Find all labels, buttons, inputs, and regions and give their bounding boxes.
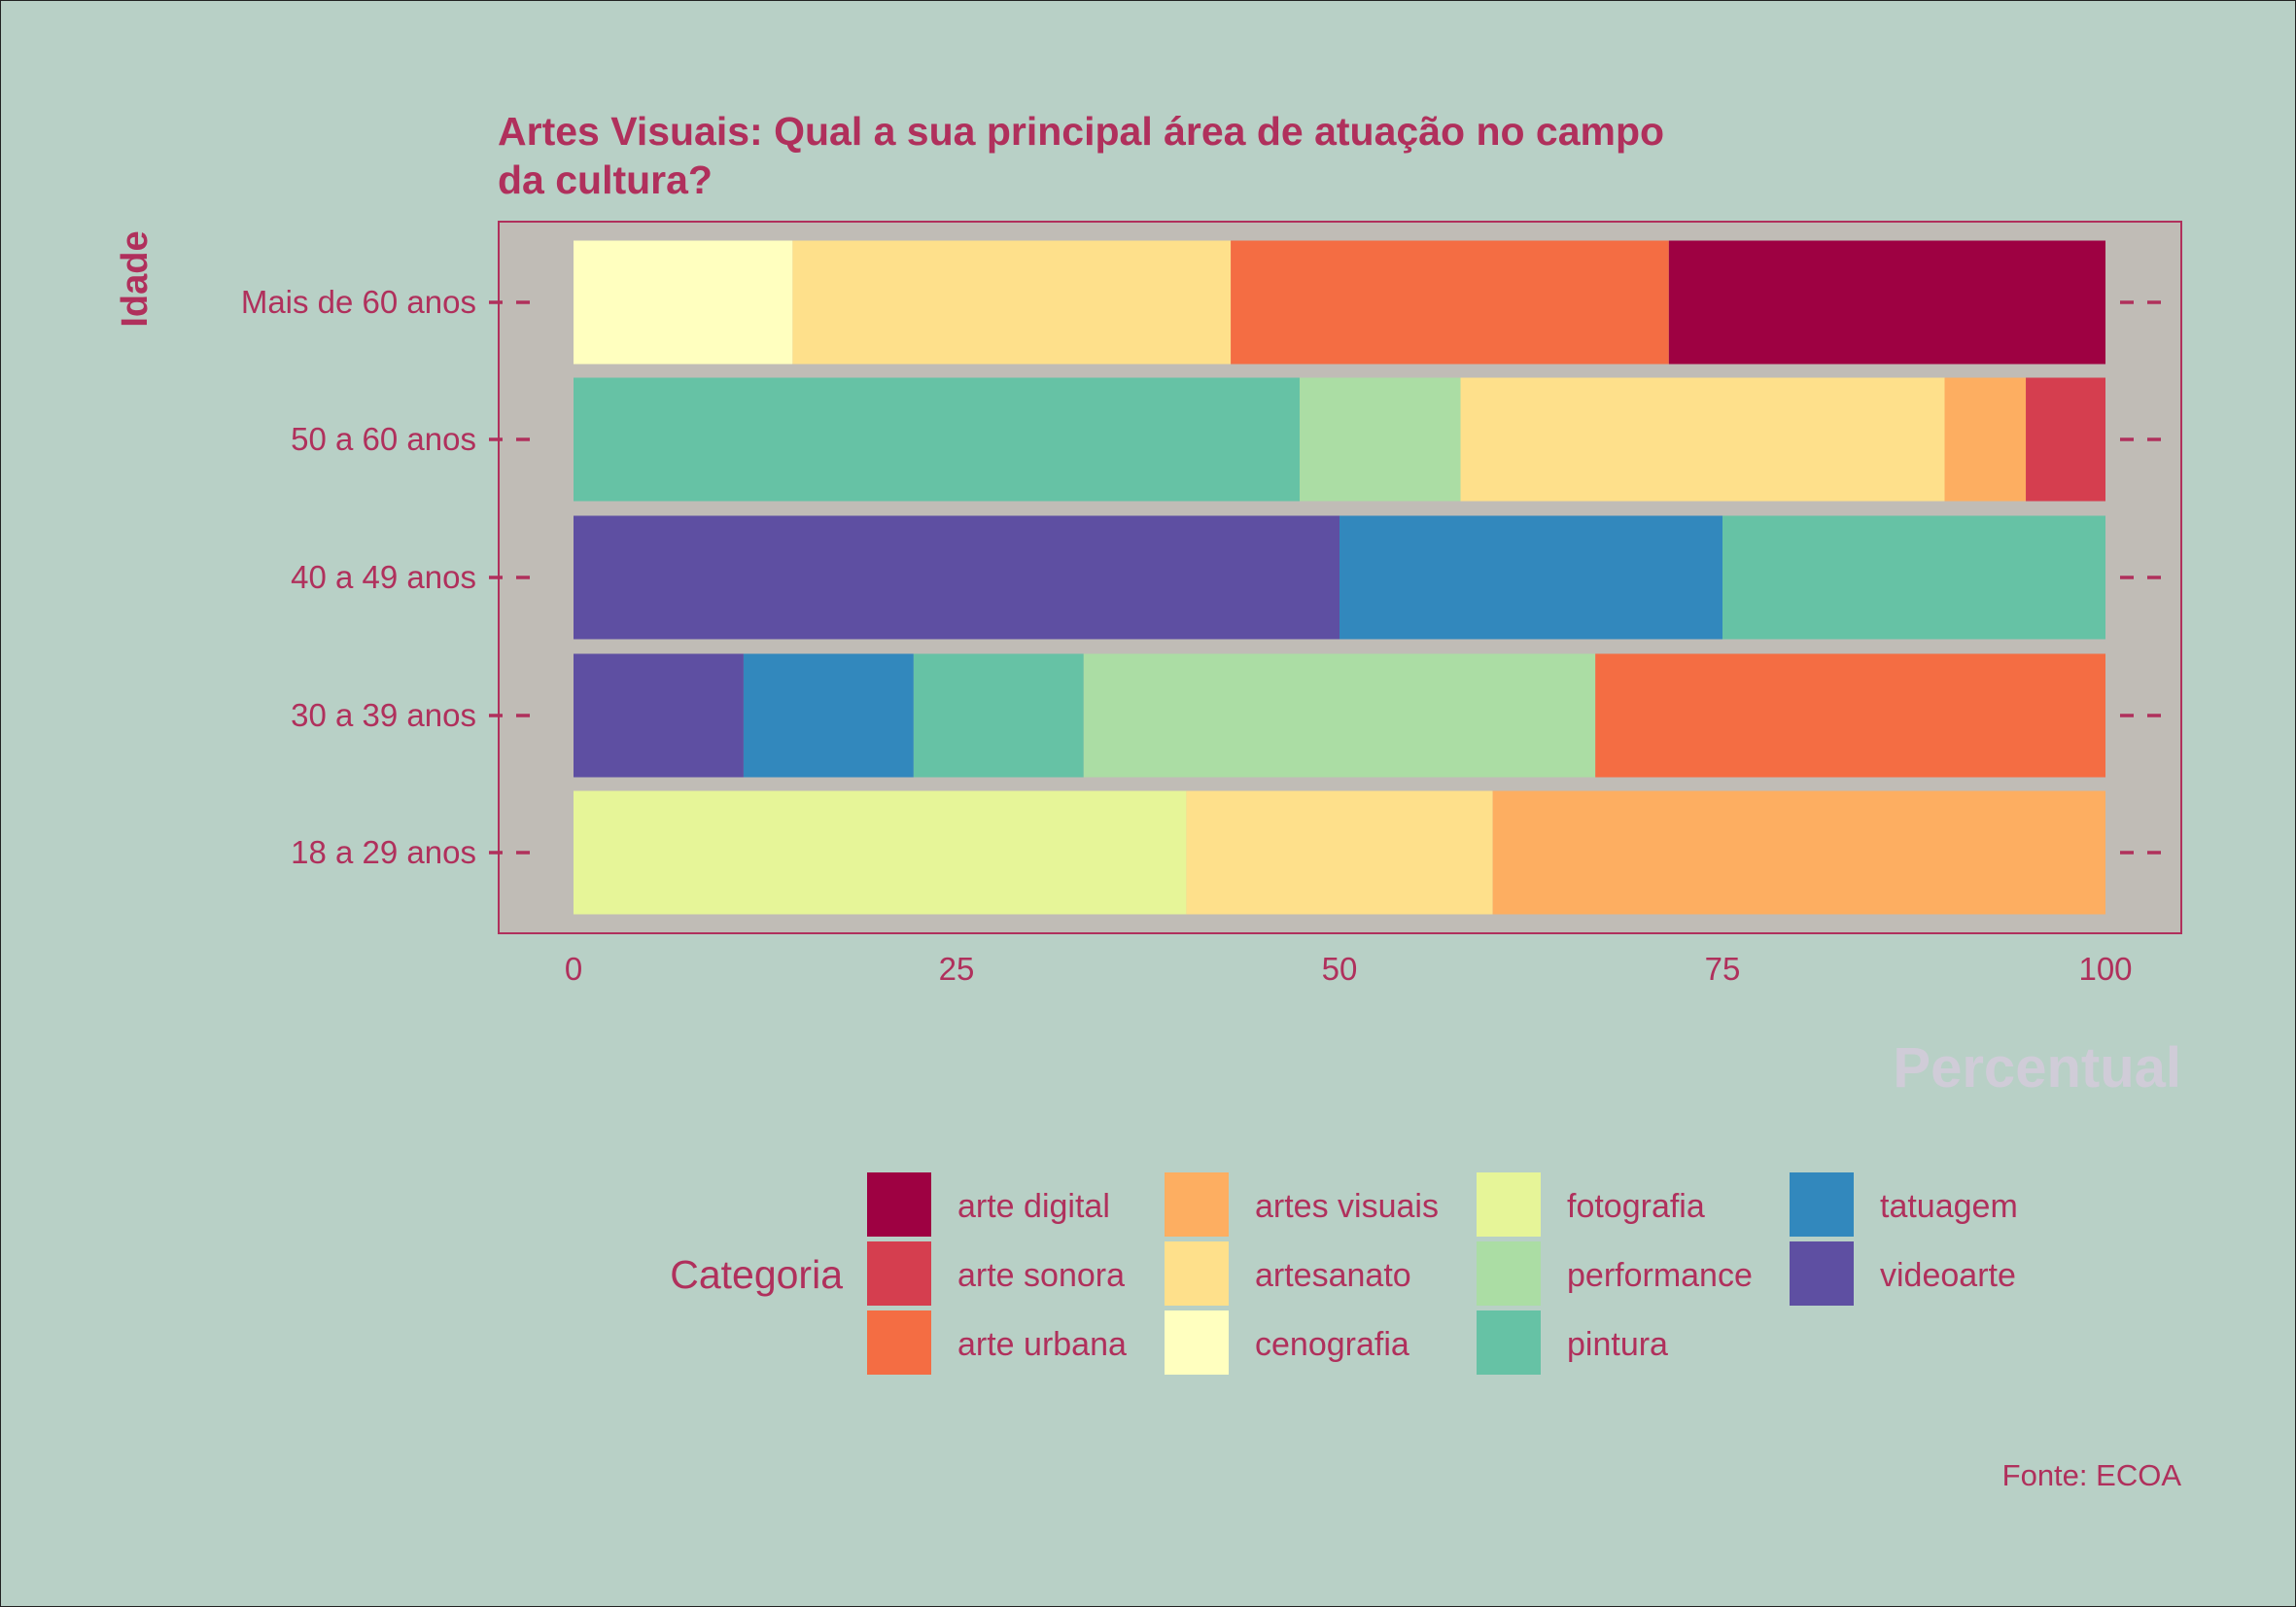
x-axis-label: Percentual [1893, 1036, 2181, 1100]
chart-caption: Fonte: ECOA [2002, 1458, 2182, 1492]
y-axis-label: Idade [115, 230, 156, 327]
bar-segment [574, 377, 1301, 502]
x-tick-label: 25 [939, 951, 975, 987]
y-tick-label: 50 a 60 anos [291, 421, 476, 457]
bar-segment [1460, 377, 1945, 502]
bar-segment [574, 240, 793, 365]
bar-segment [1339, 515, 1722, 640]
bar-segment [1944, 377, 2027, 502]
legend-swatch [1477, 1241, 1541, 1306]
y-tick-label: 18 a 29 anos [291, 834, 476, 870]
bar-segment [1083, 653, 1596, 778]
legend-label: pintura [1567, 1326, 1668, 1363]
bar-segment [1186, 790, 1493, 915]
legend-label: arte digital [957, 1188, 1110, 1225]
bar-segment [1231, 240, 1669, 365]
bar-segment [792, 240, 1232, 365]
legend-label: artes visuais [1255, 1188, 1439, 1225]
x-tick-label: 50 [1322, 951, 1358, 987]
legend-swatch [1165, 1172, 1229, 1237]
legend-title: Categoria [670, 1252, 843, 1297]
legend-swatch [867, 1172, 931, 1237]
y-tick-label: Mais de 60 anos [241, 284, 476, 320]
bar-segment [1595, 653, 2105, 778]
bar-segment [743, 653, 914, 778]
bar-segment [574, 515, 1339, 640]
bar-segment [574, 790, 1187, 915]
legend-swatch [867, 1241, 931, 1306]
bar-segment [1492, 790, 2105, 915]
bar-segment [574, 653, 744, 778]
legend-swatch [1790, 1241, 1854, 1306]
legend-label: arte urbana [957, 1326, 1127, 1363]
legend-swatch [867, 1310, 931, 1375]
legend-label: tatuagem [1880, 1188, 2018, 1225]
bar-segment [913, 653, 1084, 778]
legend-label: fotografia [1567, 1188, 1705, 1225]
x-tick-label: 75 [1705, 951, 1741, 987]
bar-segment [2026, 377, 2105, 502]
legend-label: arte sonora [957, 1257, 1125, 1294]
bar-segment [1300, 377, 1461, 502]
legend-swatch [1165, 1310, 1229, 1375]
legend-label: artesanato [1255, 1257, 1411, 1294]
bar-segment [1722, 515, 2105, 640]
legend-swatch [1477, 1310, 1541, 1375]
x-tick-label: 100 [2078, 951, 2132, 987]
x-tick-label: 0 [565, 951, 582, 987]
y-tick-label: 30 a 39 anos [291, 697, 476, 733]
legend-label: videoarte [1880, 1257, 2016, 1294]
legend-label: cenografia [1255, 1326, 1409, 1363]
chart-title: da cultura? [498, 157, 713, 202]
bar-segment [1668, 240, 2105, 365]
chart-title: Artes Visuais: Qual a sua principal área… [498, 109, 1664, 154]
y-tick-label: 40 a 49 anos [291, 559, 476, 595]
legend-swatch [1790, 1172, 1854, 1237]
legend-label: performance [1567, 1257, 1753, 1294]
legend-swatch [1477, 1172, 1541, 1237]
legend-swatch [1165, 1241, 1229, 1306]
